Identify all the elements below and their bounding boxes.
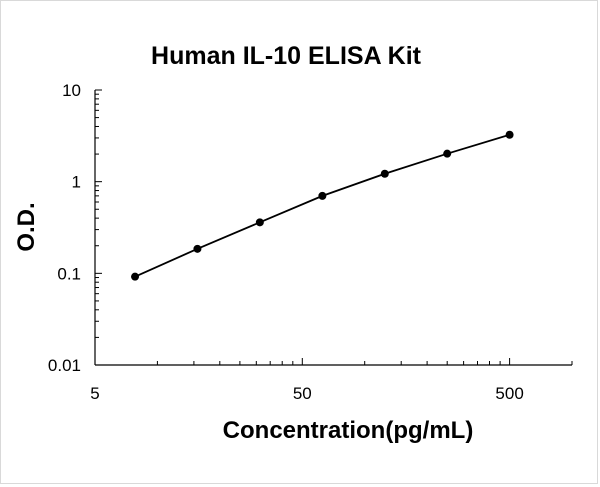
data-point — [255, 218, 264, 227]
series-line — [134, 133, 510, 278]
series-layer — [131, 130, 514, 281]
data-point — [318, 191, 327, 200]
y-axis-title: O.D. — [13, 202, 40, 251]
x-tick-label: 50 — [293, 384, 312, 403]
y-tick-label: 1 — [72, 173, 81, 192]
x-tick-label: 5 — [90, 384, 99, 403]
y-tick-label: 10 — [62, 81, 81, 100]
data-point — [443, 149, 452, 158]
data-point — [131, 272, 140, 281]
chart-title: Human IL-10 ELISA Kit — [151, 42, 422, 70]
data-point — [380, 169, 389, 178]
data-point — [505, 130, 514, 139]
x-axis-title: Concentration(pg/mL) — [223, 417, 474, 444]
data-point — [193, 244, 202, 253]
x-tick-label: 500 — [495, 384, 523, 403]
y-tick-label: 0.1 — [57, 264, 81, 283]
y-tick-label: 0.01 — [48, 356, 81, 375]
axes: 0.01 0.1 1 10 5 50 500 — [48, 81, 573, 403]
